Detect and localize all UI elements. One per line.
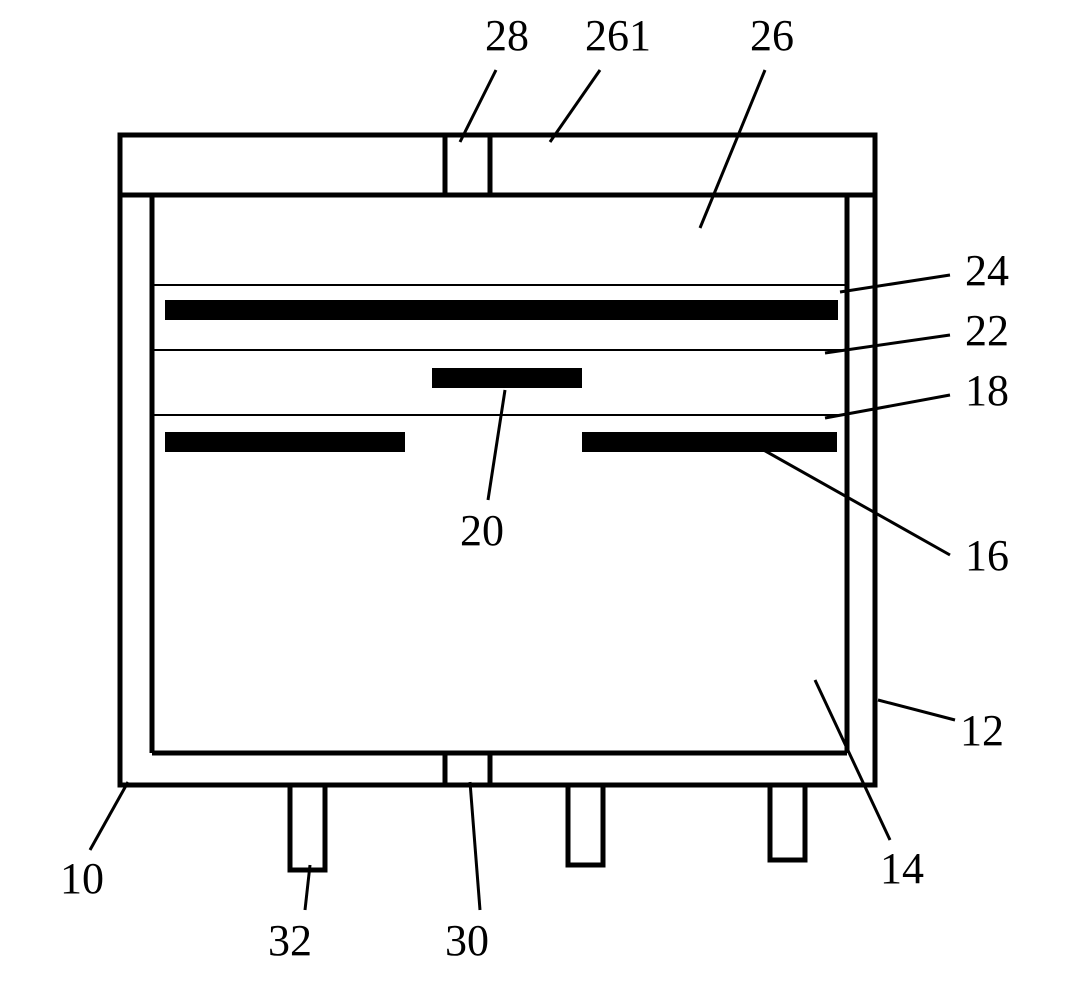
label-30: 30	[445, 916, 489, 965]
label-12: 12	[960, 706, 1004, 755]
label-10: 10	[60, 854, 104, 903]
label-24: 24	[965, 246, 1009, 295]
label-18: 18	[965, 366, 1009, 415]
label-261: 261	[585, 11, 651, 60]
label-20: 20	[460, 506, 504, 555]
technical-diagram: 28 261 26 24 22 18 20 16 12 14 10 32 30	[0, 0, 1089, 996]
label-14: 14	[880, 844, 924, 893]
label-32: 32	[268, 916, 312, 965]
label-26: 26	[750, 11, 794, 60]
label-28: 28	[485, 11, 529, 60]
diagram-container: 28 261 26 24 22 18 20 16 12 14 10 32 30	[0, 0, 1089, 996]
label-22: 22	[965, 306, 1009, 355]
label-16: 16	[965, 531, 1009, 580]
